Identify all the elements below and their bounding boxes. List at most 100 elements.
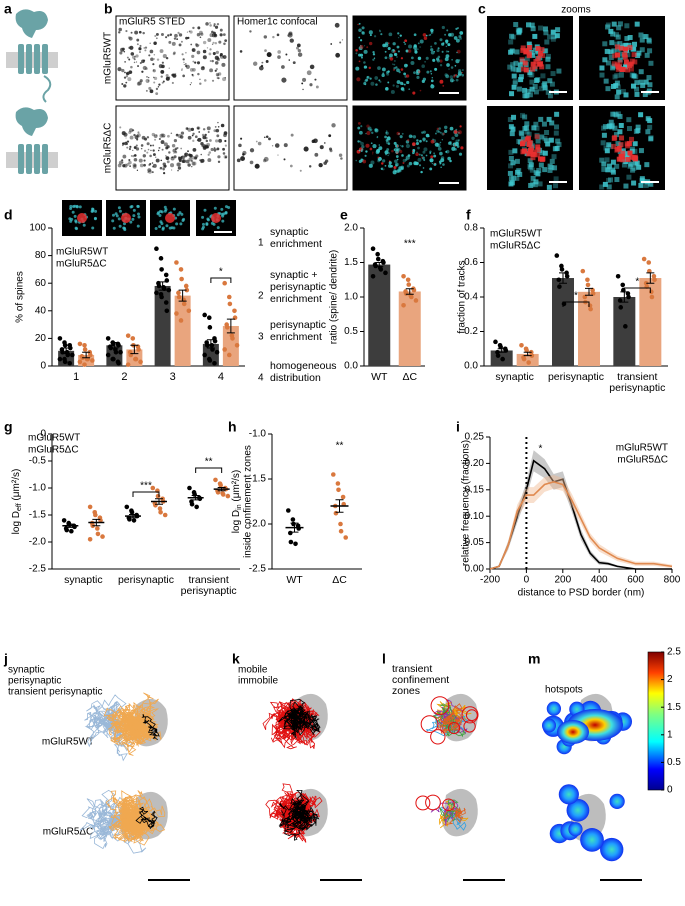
speckle <box>381 73 385 78</box>
speckle <box>151 162 154 164</box>
speckle <box>215 68 218 71</box>
speckle <box>136 224 140 228</box>
speckle <box>184 51 187 54</box>
speckle <box>396 45 400 49</box>
speckle <box>213 147 216 149</box>
speckle <box>220 207 224 211</box>
speckle <box>334 22 340 28</box>
pixel <box>602 57 608 63</box>
data-point <box>618 305 624 310</box>
pixel <box>542 150 548 156</box>
data-point <box>590 287 595 293</box>
pixel <box>624 151 630 157</box>
pixel <box>601 161 607 167</box>
pixel <box>510 66 516 72</box>
speckle <box>453 130 458 134</box>
speckle <box>328 134 332 138</box>
pixel <box>611 21 617 27</box>
data-point <box>61 518 67 523</box>
pixel <box>642 92 648 98</box>
speckle <box>208 151 212 154</box>
speckle <box>135 61 138 63</box>
pixel <box>520 112 526 118</box>
data-point <box>554 253 560 258</box>
confinement-zone <box>430 729 446 745</box>
speckle <box>153 76 155 79</box>
y-tick-label: 0.2 <box>464 326 478 337</box>
speckle <box>302 77 307 82</box>
pixel <box>623 42 629 48</box>
speckle <box>176 162 181 167</box>
pixel <box>631 180 637 186</box>
speckle <box>378 79 381 82</box>
pixel <box>646 39 652 45</box>
pixel <box>601 132 607 138</box>
speckle <box>74 220 78 224</box>
speckle <box>436 129 440 133</box>
y-tick-label: 0.8 <box>464 223 478 234</box>
speckle <box>429 34 432 36</box>
speckle <box>403 63 408 68</box>
speckle <box>378 144 381 146</box>
pixel <box>522 125 528 131</box>
pixel <box>611 61 617 67</box>
data-point <box>95 526 100 531</box>
pixel <box>648 136 654 142</box>
speckle <box>130 65 133 69</box>
speckle <box>179 222 183 226</box>
speckle <box>165 155 167 157</box>
data-point <box>124 504 130 510</box>
speckle <box>358 22 361 25</box>
speckle <box>207 130 210 134</box>
pixel <box>636 164 642 170</box>
speckle <box>361 145 365 149</box>
speckle <box>200 153 203 156</box>
pixel <box>623 59 629 65</box>
speckle <box>187 135 192 140</box>
pixel <box>644 52 650 58</box>
speckle <box>206 146 209 149</box>
panel-letter: m <box>528 651 540 667</box>
pixel <box>545 56 551 62</box>
speckle <box>202 146 207 150</box>
speckle <box>459 31 464 35</box>
speckle <box>407 154 411 157</box>
pixel <box>639 178 645 184</box>
data-point <box>585 282 591 288</box>
micrograph <box>233 15 348 101</box>
pixel <box>645 116 651 122</box>
speckle <box>387 142 391 146</box>
y-axis-label: log Din (μm²/s) <box>231 470 243 533</box>
speckle <box>126 162 130 166</box>
speckle <box>398 166 403 171</box>
speckle <box>439 64 443 67</box>
speckle <box>407 49 412 53</box>
pixel <box>613 112 619 118</box>
speckle <box>200 142 204 146</box>
speckle <box>189 83 191 86</box>
pixel <box>617 60 623 66</box>
pixel <box>537 181 543 187</box>
speckle <box>379 80 382 83</box>
y-label-unit: (μm²/s) <box>231 470 242 505</box>
data-point <box>226 352 232 358</box>
speckle <box>78 205 82 209</box>
pixel <box>623 64 629 70</box>
data-point <box>183 283 189 289</box>
speckle <box>202 128 206 131</box>
pixel <box>647 82 653 88</box>
speckle <box>405 74 410 78</box>
data-point <box>100 534 105 539</box>
data-point <box>620 282 626 288</box>
pixel <box>625 67 631 73</box>
speckle <box>132 149 134 152</box>
data-point <box>70 352 75 358</box>
pixel <box>638 148 644 154</box>
speckle <box>224 211 228 215</box>
data-point <box>293 541 298 547</box>
speckle <box>118 224 122 228</box>
pixel <box>620 150 626 156</box>
speckle <box>401 132 404 135</box>
speckle <box>425 154 428 157</box>
speckle <box>413 33 417 37</box>
